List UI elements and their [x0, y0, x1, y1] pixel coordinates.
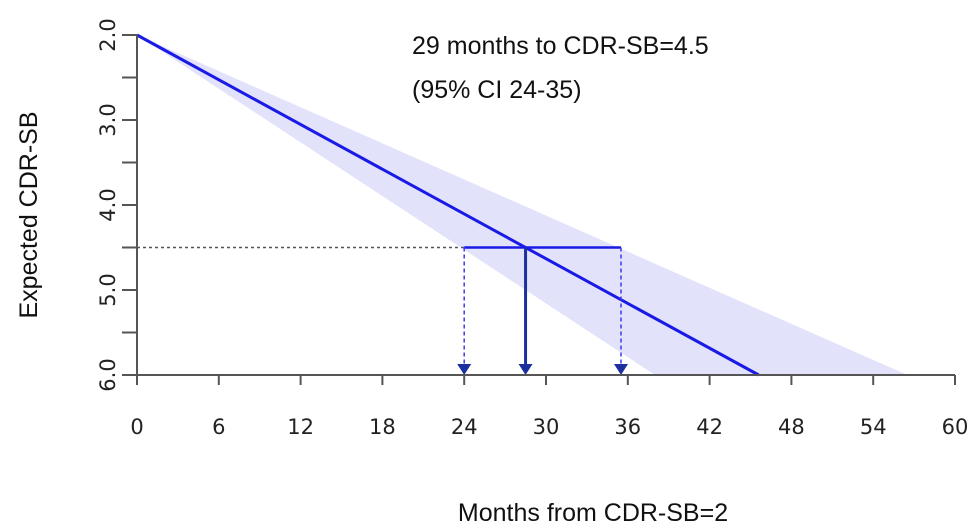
x-tick-label: 24	[451, 415, 478, 439]
x-tick-label: 18	[369, 415, 396, 439]
y-tick-label: 4.0	[96, 188, 120, 221]
x-tick-label: 54	[860, 415, 887, 439]
x-tick-label: 0	[130, 415, 143, 439]
y-tick-label: 6.0	[96, 358, 120, 391]
expected-cdr-sb-line	[136, 33, 760, 377]
x-tick-label: 12	[287, 415, 314, 439]
estimate-arrow-head	[518, 364, 533, 375]
y-tick-label: 3.0	[96, 103, 120, 136]
annotation-line-2: (95% CI 24-35)	[412, 76, 582, 104]
x-tick-label: 30	[533, 415, 560, 439]
y-axis-title: Expected CDR-SB	[15, 111, 43, 318]
x-tick-label: 42	[696, 415, 723, 439]
confidence-band	[137, 35, 908, 375]
y-tick-label: 2.0	[96, 18, 120, 51]
x-tick-label: 36	[614, 415, 641, 439]
ci-high-arrow-head	[613, 364, 628, 375]
x-tick-label: 48	[778, 415, 805, 439]
x-axis-title: Months from CDR-SB=2	[458, 499, 728, 527]
x-tick-label: 6	[212, 415, 225, 439]
x-tick-label: 60	[942, 415, 969, 439]
ci-low-arrow-head	[457, 364, 472, 375]
annotation-line-1: 29 months to CDR-SB=4.5	[412, 32, 709, 60]
y-tick-label: 5.0	[96, 273, 120, 306]
